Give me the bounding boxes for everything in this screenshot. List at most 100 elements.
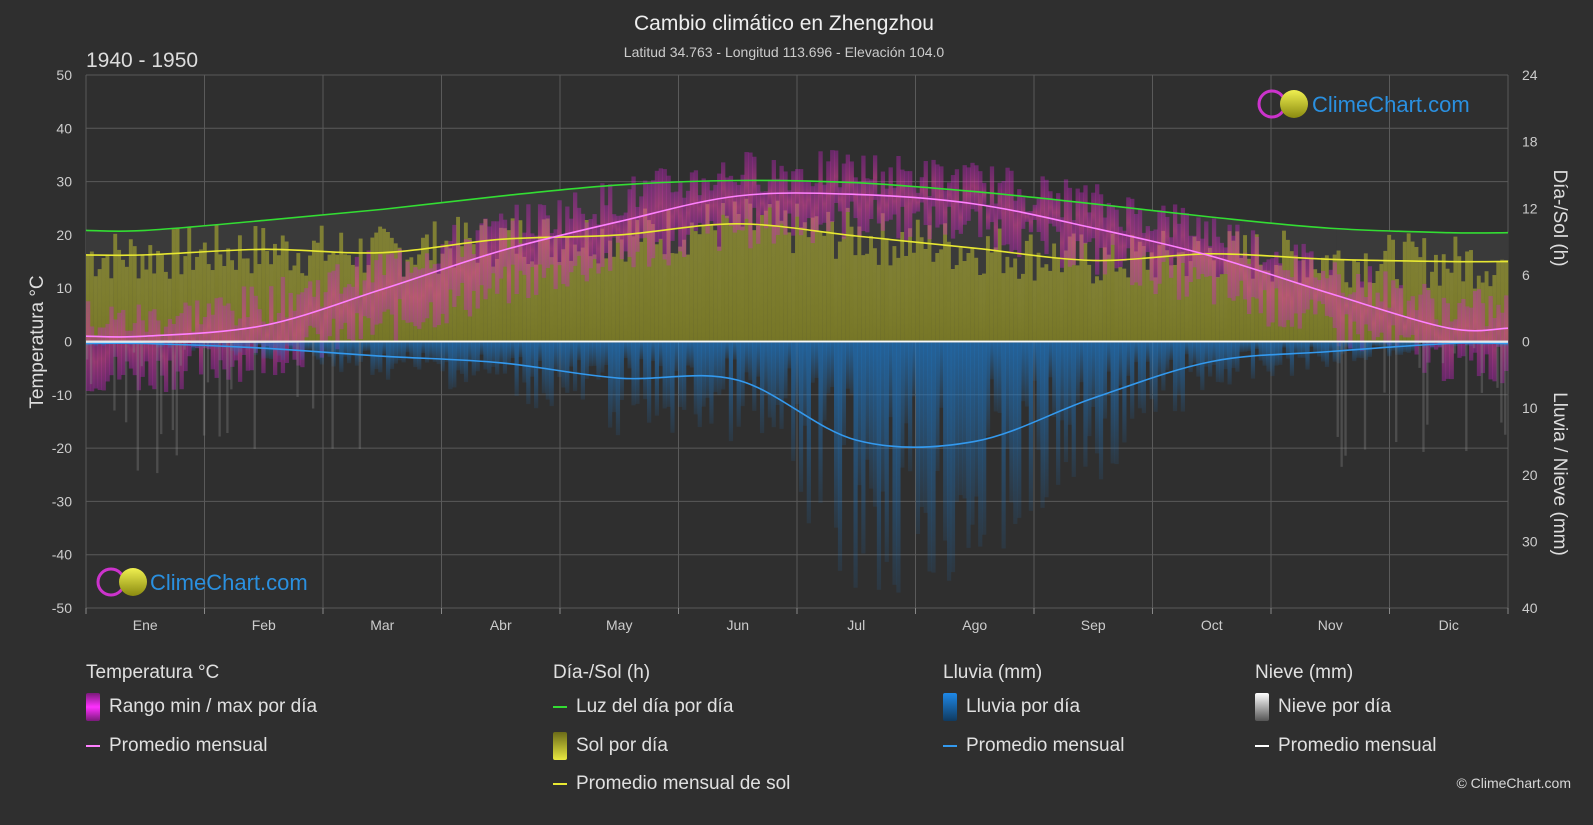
sunshine-bar bbox=[311, 240, 317, 342]
temp-range-bar bbox=[1032, 204, 1037, 220]
rain-bar bbox=[896, 341, 901, 593]
sunshine-bar bbox=[1500, 259, 1505, 342]
sunshine-bar bbox=[1457, 256, 1462, 342]
sunshine-bar bbox=[526, 263, 531, 342]
left-tick-label: -30 bbox=[52, 493, 72, 509]
brand-name-top: ClimeChart.com bbox=[1312, 92, 1470, 117]
rain-bar bbox=[1087, 341, 1092, 437]
temp-range-bar bbox=[561, 233, 566, 284]
temp-range-bar bbox=[1282, 270, 1287, 328]
temp-range-bar bbox=[853, 177, 858, 219]
sunshine-bar bbox=[946, 241, 952, 342]
rain-bar bbox=[802, 341, 808, 426]
temp-range-bar bbox=[1356, 273, 1361, 335]
sunshine-bar bbox=[970, 247, 975, 342]
snow-bar bbox=[1363, 341, 1367, 450]
rain-bar bbox=[1371, 341, 1376, 346]
sunshine-bar bbox=[1153, 277, 1158, 342]
temp-range-bar bbox=[689, 172, 695, 229]
rain-bar bbox=[935, 341, 940, 471]
sunshine-bar bbox=[876, 264, 882, 342]
rain-bar bbox=[456, 341, 461, 371]
rain-bar bbox=[1391, 341, 1396, 351]
temp-range-bar bbox=[1165, 216, 1170, 257]
temp-range-bar bbox=[1422, 283, 1427, 373]
temp-range-bar bbox=[292, 310, 297, 360]
sunshine-bar bbox=[1215, 276, 1221, 342]
temp-range-bar bbox=[541, 205, 547, 278]
temp-range-bar bbox=[1320, 270, 1326, 305]
temp-range-bar bbox=[1476, 289, 1482, 377]
sunshine-bar bbox=[795, 203, 800, 342]
rain-swatch bbox=[943, 693, 957, 722]
left-tick-label: 30 bbox=[56, 174, 72, 190]
daylight-bar bbox=[401, 206, 406, 342]
snow-bar bbox=[1336, 341, 1339, 437]
rain-bar bbox=[966, 341, 971, 548]
rain-bar bbox=[409, 341, 414, 358]
sunshine-bar bbox=[93, 276, 99, 342]
snow-bar bbox=[1426, 341, 1429, 425]
rain-bar bbox=[647, 341, 652, 423]
temp-range-bar bbox=[479, 223, 484, 286]
rain-bar bbox=[553, 341, 558, 370]
sunshine-bar bbox=[1239, 257, 1244, 342]
rain-bar bbox=[857, 341, 862, 486]
sunshine-bar bbox=[534, 264, 539, 342]
rain-bar bbox=[296, 341, 301, 351]
sunshine-bar bbox=[818, 232, 823, 342]
temp-range-bar bbox=[834, 150, 839, 204]
rain-bar bbox=[1044, 341, 1049, 498]
temp-range-bar bbox=[1309, 251, 1314, 300]
rain-bar bbox=[541, 341, 547, 394]
sunshine-bar bbox=[1441, 254, 1447, 342]
sunshine-bar bbox=[604, 258, 609, 342]
snow-bar bbox=[1395, 341, 1398, 443]
temp-range-bar bbox=[385, 254, 391, 310]
temp-range-bar bbox=[463, 239, 469, 310]
sunshine-bar bbox=[666, 209, 671, 342]
temp-range-bar bbox=[421, 268, 426, 323]
sunshine-bar bbox=[1402, 241, 1408, 342]
temp-range-bar bbox=[300, 292, 305, 368]
temp-range-bar bbox=[1208, 245, 1213, 277]
sunshine-bar bbox=[627, 219, 632, 342]
temp-range-bar bbox=[374, 260, 379, 325]
month-tick-label: Feb bbox=[252, 617, 276, 633]
rain-bar bbox=[974, 341, 979, 497]
temp-range-bar bbox=[491, 221, 496, 274]
sunshine-bar bbox=[1106, 254, 1112, 342]
sunshine-bar bbox=[565, 237, 570, 342]
legend-label: Promedio mensual bbox=[966, 734, 1125, 756]
legend-label: Nieve por día bbox=[1278, 696, 1392, 718]
sunshine-bar bbox=[689, 222, 695, 342]
rain-bar bbox=[1285, 341, 1291, 359]
temp-range-bar bbox=[1297, 260, 1302, 329]
temp-range-bar bbox=[456, 242, 461, 296]
sunshine-bar bbox=[1184, 276, 1189, 342]
rain-bar bbox=[315, 341, 321, 360]
rain-bar bbox=[1270, 341, 1275, 377]
sunshine-bar bbox=[1204, 252, 1209, 342]
temp-range-bar bbox=[1391, 280, 1396, 326]
rain-bar bbox=[549, 341, 554, 407]
rain-bar bbox=[1317, 341, 1322, 357]
rain-bar bbox=[241, 341, 247, 349]
sunshine-bar bbox=[1118, 267, 1123, 342]
left-tick-label: -50 bbox=[52, 600, 72, 616]
temp-range-bar bbox=[362, 280, 367, 317]
sunshine-bar bbox=[619, 239, 625, 342]
temp-range-bar bbox=[498, 213, 504, 279]
temp-range-bar bbox=[1024, 211, 1030, 222]
sunshine-bar bbox=[148, 245, 153, 342]
rain-bar bbox=[1215, 341, 1221, 383]
rain-bar bbox=[717, 341, 722, 395]
temp-range-bar bbox=[1110, 205, 1115, 245]
rain-bar bbox=[1036, 341, 1041, 451]
sunshine-bar bbox=[608, 240, 613, 342]
rain-bar bbox=[763, 341, 769, 395]
temp-range-bar bbox=[101, 327, 106, 391]
rain-bar bbox=[962, 341, 967, 499]
rain-bar bbox=[923, 341, 928, 513]
temp-range-bar bbox=[522, 232, 527, 275]
